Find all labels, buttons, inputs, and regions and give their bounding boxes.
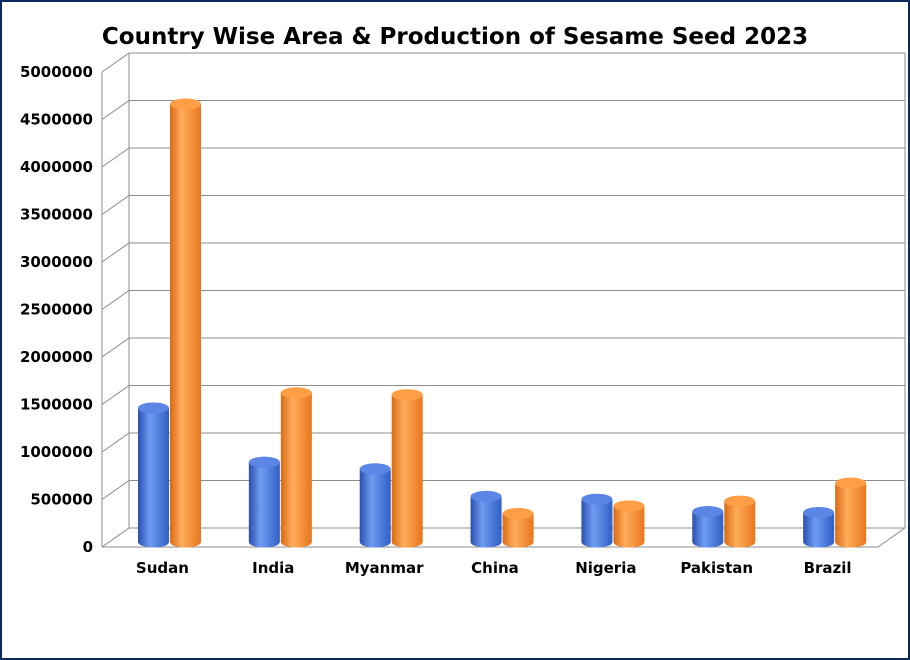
bar-body (248, 462, 280, 548)
floor-right (877, 527, 906, 548)
bar-body (359, 468, 391, 548)
gridline-depth (101, 527, 130, 548)
bar-body (470, 496, 502, 548)
gridline-depth (101, 100, 130, 120)
bar-india-series-2 (280, 387, 312, 548)
y-tick-label: 3000000 (20, 253, 93, 271)
y-tick-label: 5000000 (20, 63, 93, 81)
y-tick-label: 4000000 (20, 158, 93, 176)
bar-myanmar-series-1 (359, 463, 391, 548)
x-tick-label: India (252, 559, 294, 577)
bar-top (613, 500, 645, 512)
bar-body (692, 511, 724, 548)
bar-top (170, 98, 201, 110)
bar-brazil-series-1 (803, 507, 835, 548)
bar-top (470, 490, 502, 502)
gridline-depth (101, 52, 130, 73)
gridline-depth (101, 147, 130, 168)
bar-body (138, 408, 169, 548)
gridline-depth (101, 480, 130, 500)
chart-title: Country Wise Area & Production of Sesame… (101, 24, 809, 50)
bar-top (391, 389, 423, 401)
bar-top (724, 495, 756, 507)
x-tick-label: Pakistan (680, 559, 753, 577)
bar-sudan-series-2 (170, 98, 201, 548)
gridline-depth (101, 195, 130, 215)
bar-india-series-1 (248, 456, 280, 548)
bar-top (803, 507, 835, 518)
bar-china-series-1 (470, 490, 502, 548)
y-tick-label: 2000000 (20, 348, 93, 366)
bar-top (692, 506, 724, 518)
y-tick-label: 1000000 (20, 443, 93, 461)
x-tick-label: Brazil (804, 559, 852, 577)
gridline-depth (101, 385, 130, 405)
bar-body (280, 392, 312, 548)
bar-body (724, 501, 756, 548)
x-tick-label: Myanmar (345, 559, 424, 577)
bar-china-series-2 (502, 507, 534, 548)
bar-body (581, 499, 613, 548)
bar-body (502, 513, 534, 548)
y-tick-label: 3500000 (20, 206, 93, 224)
bar-body (613, 505, 645, 548)
bar-body (803, 512, 835, 548)
y-tick-label: 1500000 (20, 396, 93, 414)
bar-nigeria-series-1 (581, 493, 613, 548)
bar-top (835, 477, 867, 489)
gridline-depth (101, 337, 130, 358)
bar-pakistan-series-1 (692, 506, 724, 548)
y-tick-label: 0 (83, 538, 93, 556)
gridline-depth (101, 432, 130, 453)
bar-myanmar-series-2 (391, 389, 423, 548)
bar-body (391, 394, 423, 548)
bar-sudan-series-1 (138, 402, 169, 548)
bar-top (280, 387, 312, 399)
bar-top (359, 463, 391, 475)
bar-top (581, 493, 613, 505)
y-tick-label: 4500000 (20, 111, 93, 129)
bar-top (138, 402, 169, 414)
bar-top (502, 507, 534, 519)
gridline-depth (101, 242, 130, 263)
gridline-depth (101, 290, 130, 310)
bar-nigeria-series-2 (613, 500, 645, 548)
x-tick-label: Nigeria (575, 559, 636, 577)
bar-brazil-series-2 (835, 477, 867, 548)
bar-body (835, 483, 867, 548)
bar-top (248, 456, 280, 468)
y-tick-label: 500000 (30, 491, 93, 509)
x-tick-label: Sudan (136, 559, 189, 577)
x-tick-label: China (471, 559, 519, 577)
bar-body (170, 104, 201, 548)
bar-pakistan-series-2 (724, 495, 756, 548)
y-tick-label: 2500000 (20, 301, 93, 319)
